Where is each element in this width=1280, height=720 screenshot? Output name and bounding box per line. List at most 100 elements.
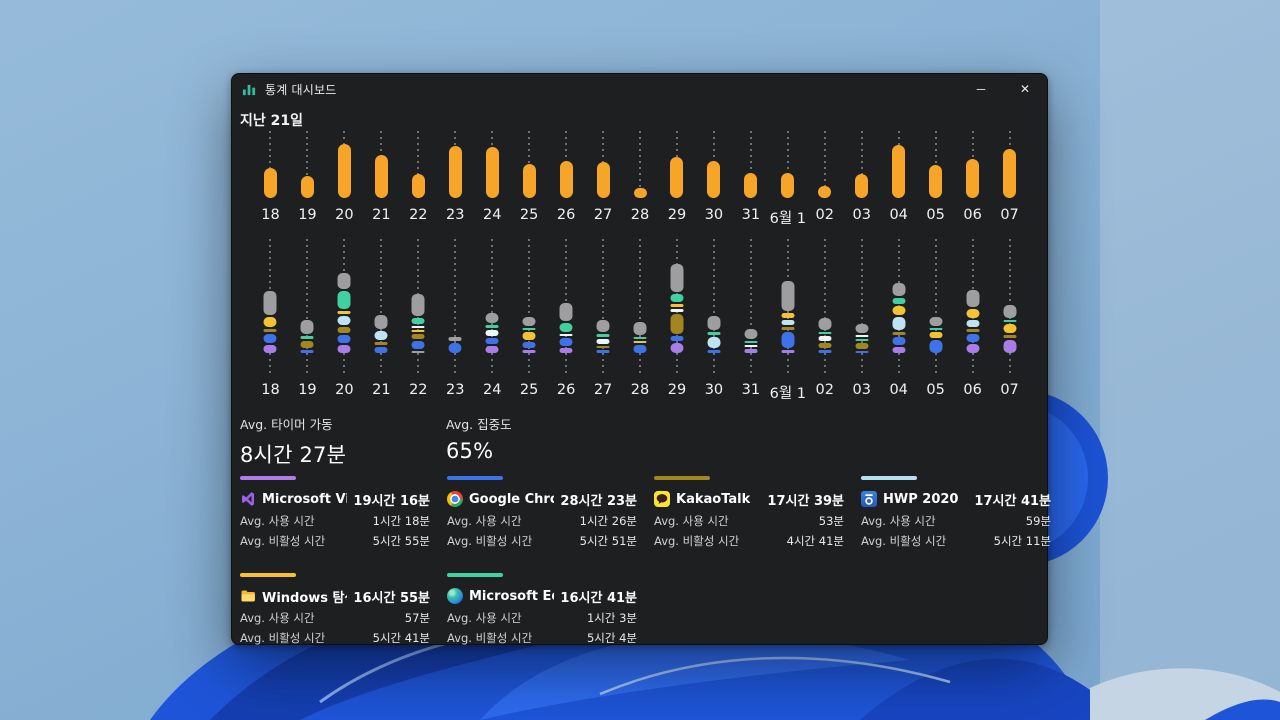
close-button[interactable]: ✕	[1003, 74, 1047, 104]
app-stack-segment	[818, 350, 832, 353]
usage-label: Avg. 사용 시간	[447, 611, 522, 625]
app-stack	[929, 317, 943, 353]
app-stack-segment	[781, 313, 795, 318]
day-tick-label: 21	[372, 382, 391, 398]
app-stack-track	[511, 239, 548, 373]
dashed-guide-line	[639, 131, 641, 198]
dashed-guide-line	[306, 131, 309, 198]
app-stack	[744, 329, 758, 353]
app-stack-segment	[929, 340, 943, 353]
wallpaper-corner-wave	[1205, 699, 1280, 720]
timer-chart-column: 21	[363, 131, 400, 225]
app-stack-segment	[818, 336, 832, 341]
app-stack-segment	[300, 341, 314, 348]
app-stack-track	[437, 239, 474, 373]
idle-value: 5시간 51분	[579, 534, 637, 548]
app-stack-segment	[485, 346, 499, 353]
app-stack	[818, 318, 832, 353]
app-stack-track	[548, 239, 585, 373]
app-stack-segment	[596, 334, 610, 337]
app-accent-bar	[654, 476, 710, 480]
app-stack-segment	[522, 328, 536, 330]
app-card-header: Microsoft Edge 16시간 41분	[447, 586, 637, 606]
app-stack-segment	[448, 337, 462, 341]
app-stack	[522, 317, 536, 353]
usage-value: 53분	[818, 514, 844, 528]
app-stack-segment	[966, 344, 980, 353]
app-stack-segment	[707, 337, 721, 348]
app-stack-segment	[670, 304, 684, 307]
app-total-time: 17시간 39분	[767, 493, 844, 509]
app-stack-segment	[744, 329, 758, 339]
app-stack-segment	[263, 317, 277, 327]
app-stack-segment	[411, 334, 425, 339]
app-idle-row: Avg. 비활성 시간 5시간 11분	[861, 533, 1051, 549]
timer-bar-track	[622, 131, 659, 198]
app-stack-segment	[781, 332, 795, 348]
timer-bar	[448, 146, 462, 198]
timer-chart-column: 03	[843, 131, 880, 225]
app-name: Microsoft Visua...	[262, 491, 347, 507]
app-stack-segment	[337, 273, 351, 289]
hwp-icon	[861, 491, 877, 507]
wallpaper-light-strip	[1100, 0, 1280, 720]
app-chart-column: 03	[843, 239, 880, 400]
app-stack-track	[585, 239, 622, 373]
app-stack-segment	[966, 320, 980, 327]
app-chart-column: 6월 1	[769, 239, 806, 402]
app-stack-segment	[596, 339, 610, 344]
app-chart-column: 20	[326, 239, 363, 400]
app-chart-column: 06	[954, 239, 991, 400]
app-stack-segment	[411, 318, 425, 324]
idle-label: Avg. 비활성 시간	[447, 534, 533, 548]
app-stack-segment	[337, 316, 351, 325]
app-stack-segment	[744, 341, 758, 343]
stat-label: Avg. 타이머 가동	[240, 417, 333, 432]
wallpaper-petal-bright	[480, 632, 910, 720]
app-stack-segment	[596, 346, 610, 348]
app-name: HWP 2020	[883, 491, 959, 507]
app-stack-segment	[855, 351, 869, 353]
timer-bar	[707, 161, 721, 198]
day-tick-label: 04	[889, 207, 908, 223]
app-stack-segment	[966, 334, 980, 342]
app-stack-segment	[670, 309, 684, 312]
app-stack-segment	[855, 324, 869, 333]
app-stack-segment	[1003, 324, 1017, 333]
app-chart-column: 23	[437, 239, 474, 400]
titlebar[interactable]: 통계 대시보드 ─ ✕	[232, 74, 1047, 104]
stat-label: Avg. 집중도	[446, 417, 512, 432]
timer-chart-column: 28	[622, 131, 659, 225]
minimize-button[interactable]: ─	[959, 74, 1003, 104]
dashed-guide-line	[306, 239, 309, 373]
app-stack-segment	[337, 327, 351, 333]
app-accent-bar	[861, 476, 917, 480]
usage-value: 1시간 18분	[372, 514, 430, 528]
timer-bar	[1003, 149, 1017, 198]
app-accent-bar	[447, 573, 503, 577]
idle-label: Avg. 비활성 시간	[240, 631, 326, 645]
stat-block: Avg. 타이머 가동 8시간 27분	[240, 414, 346, 469]
app-total-time: 16시간 55분	[353, 590, 430, 606]
app-stack-segment	[781, 320, 795, 325]
app-stack-segment	[670, 343, 684, 353]
app-usage-row: Avg. 사용 시간 1시간 3분	[447, 610, 637, 626]
app-stack-segment	[485, 330, 499, 336]
app-stack	[707, 316, 721, 353]
app-stack-segment	[633, 322, 647, 335]
app-stack-segment	[559, 303, 573, 321]
dashed-guide-line	[786, 131, 789, 198]
timer-bar-track	[695, 131, 732, 198]
timer-bar-track	[474, 131, 511, 198]
app-stack-track	[695, 239, 732, 373]
app-chart-column: 29	[658, 239, 695, 400]
app-stack	[485, 313, 499, 353]
app-card-header: HWP 2020 17시간 41분	[861, 489, 1051, 509]
app-stack-segment	[337, 345, 351, 353]
timer-bar-track	[954, 131, 991, 198]
app-stack-segment	[892, 298, 906, 304]
day-tick-label: 29	[667, 382, 687, 398]
app-name: Microsoft Edge	[469, 588, 554, 604]
app-stack-segment	[781, 327, 795, 330]
